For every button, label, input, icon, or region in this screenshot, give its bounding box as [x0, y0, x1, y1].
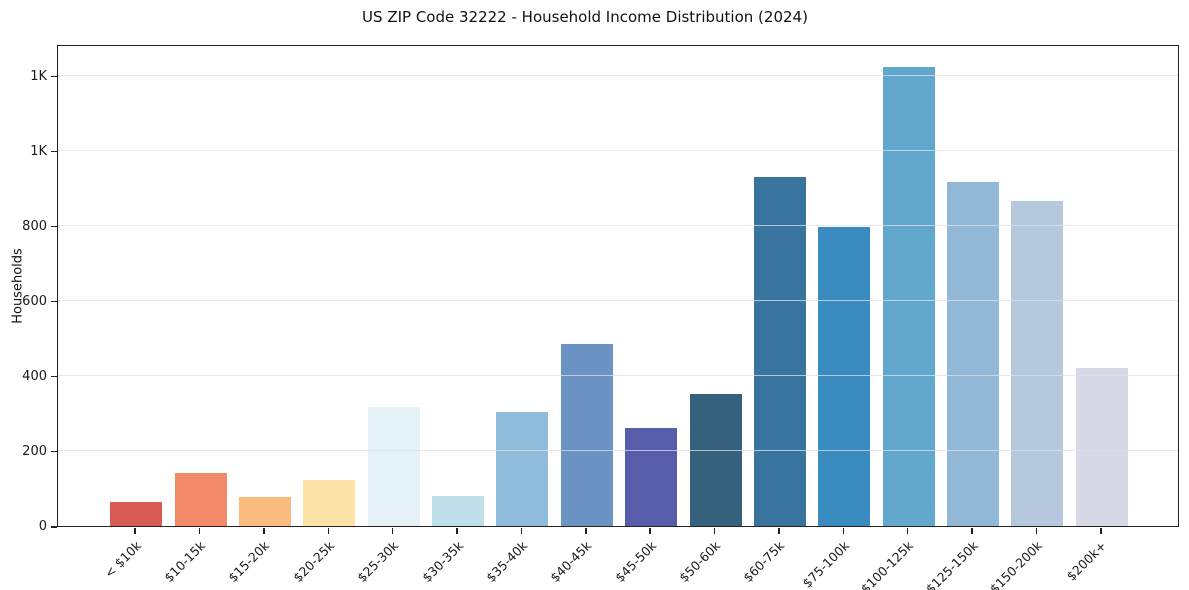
- y-tick-label: 200: [22, 443, 47, 459]
- bar-$25-30k: [367, 406, 420, 526]
- y-tick-label: 600: [22, 293, 47, 309]
- bar-$30-35k: [432, 496, 485, 526]
- x-tick-mark: [134, 527, 136, 534]
- x-tick-mark: [713, 527, 716, 534]
- x-tick-mark: [585, 527, 587, 534]
- bar-$150-200k: [1011, 200, 1064, 526]
- bar-$125-150k: [947, 182, 1000, 526]
- x-tick-mark: [778, 527, 780, 534]
- bar-$100-125k: [882, 66, 935, 526]
- y-tick-mark: [51, 225, 57, 228]
- x-tick-mark: [842, 527, 845, 534]
- y-tick-mark: [51, 300, 57, 303]
- bar-$15-20k: [238, 496, 291, 526]
- x-tick-label: $45-50k: [611, 538, 659, 586]
- bar-$75-100k: [818, 227, 871, 526]
- x-tick-mark: [649, 527, 651, 534]
- x-tick-label: $35-40k: [483, 538, 531, 586]
- y-tick-label: 1K: [30, 68, 47, 84]
- plot-area: [57, 45, 1179, 527]
- x-tick-label: $200k+: [1063, 538, 1110, 584]
- x-tick-label: $50-60k: [676, 538, 724, 586]
- x-tick-label: $150-200k: [986, 538, 1046, 590]
- y-tick-mark: [51, 450, 57, 453]
- x-tick-label: $40-45k: [547, 538, 595, 586]
- gridline-600: [58, 299, 1178, 301]
- gridline-1000: [58, 149, 1178, 151]
- y-tick-mark: [51, 150, 57, 153]
- x-tick-mark: [971, 527, 973, 534]
- gridline-200: [58, 449, 1178, 451]
- gridline-800: [58, 224, 1178, 226]
- x-tick-label: < $10k: [100, 538, 144, 581]
- x-tick-mark: [1100, 527, 1102, 534]
- y-tick-label: 800: [22, 218, 47, 234]
- x-tick-label: $75-100k: [799, 538, 852, 590]
- x-tick-mark: [520, 527, 523, 534]
- y-tick-mark: [51, 375, 57, 378]
- bar-< $10k: [110, 502, 163, 526]
- x-tick-mark: [263, 527, 265, 534]
- x-tick-label: $25-30k: [354, 538, 402, 586]
- y-tick-mark: [51, 526, 57, 528]
- y-tick-label: 1K: [30, 143, 47, 159]
- x-tick-label: $10-15k: [161, 538, 209, 586]
- bar-$200k+: [1075, 368, 1128, 526]
- x-tick-mark: [456, 527, 458, 534]
- x-tick-mark: [1035, 527, 1038, 534]
- bar-$10-15k: [174, 472, 227, 526]
- x-tick-label: $125-150k: [922, 538, 981, 590]
- bar-$45-50k: [625, 428, 678, 526]
- gridline-400: [58, 374, 1178, 376]
- x-tick-mark: [198, 527, 201, 534]
- x-tick-label: $100-125k: [858, 538, 917, 590]
- x-tick-label: $60-75k: [740, 538, 788, 586]
- chart-title: US ZIP Code 32222 - Household Income Dis…: [362, 8, 808, 26]
- y-axis-label: Households: [10, 248, 26, 324]
- y-tick-mark: [51, 75, 57, 78]
- y-tick-label: 400: [22, 368, 47, 384]
- x-tick-label: $30-35k: [418, 538, 466, 586]
- x-tick-mark: [391, 527, 394, 534]
- bar-$40-45k: [560, 343, 613, 526]
- x-tick-label: $20-25k: [289, 538, 337, 586]
- bar-$50-60k: [689, 394, 742, 526]
- gridline-1200: [58, 74, 1178, 76]
- bar-$20-25k: [303, 479, 356, 526]
- x-tick-mark: [327, 527, 330, 534]
- bar-$35-40k: [496, 411, 549, 526]
- x-tick-mark: [906, 527, 909, 534]
- bar-$60-75k: [753, 177, 806, 526]
- x-tick-label: $15-20k: [225, 538, 273, 586]
- y-tick-label: 0: [38, 519, 47, 534]
